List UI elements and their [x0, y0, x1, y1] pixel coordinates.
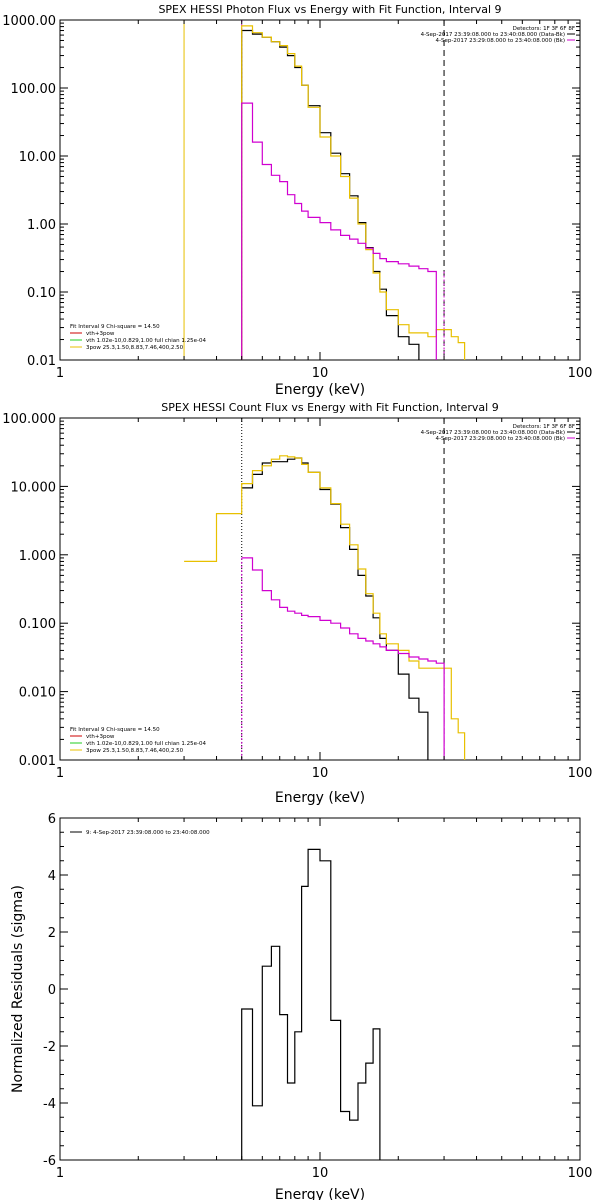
y-tick-label: 10.000 — [11, 480, 57, 495]
y-tick-label: 6 — [48, 812, 56, 827]
y-tick-label: 1000.00 — [2, 14, 56, 29]
series-0-step-line — [241, 848, 381, 1160]
residuals-marks — [241, 848, 381, 1160]
residuals-legend-text: 9: 4-Sep-2017 23:39:08.000 to 23:40:08.0… — [86, 830, 210, 836]
series-1-step-line — [184, 455, 466, 760]
y-tick-label: 1.00 — [27, 218, 56, 233]
y-tick-label: 0.10 — [27, 286, 56, 301]
series-2-step-line — [241, 557, 445, 760]
series-1-step-line — [241, 25, 466, 360]
count-flux-ticks: 1 10 100 0.001 0.010 0.100 1.000 10.000 100.000 — [2, 412, 592, 781]
x-tick-label: 1 — [56, 766, 64, 781]
count-flux-legend-bl: Fit Interval 9 Chi-square = 14.50 vth+3p… — [70, 727, 206, 754]
y-tick-label: -2 — [43, 1040, 56, 1055]
y-tick-label: -6 — [43, 1154, 56, 1169]
x-tick-label: 100 — [568, 766, 593, 781]
count-flux-panel: SPEX HESSI Count Flux vs Energy with Fit… — [2, 401, 592, 806]
count-flux-frame — [59, 417, 581, 761]
y-tick-label: 0.010 — [19, 686, 56, 701]
legend-detectors-2: Detectors: 1F 3F 6F 8F — [513, 424, 575, 430]
x-tick-label: 100 — [568, 1166, 593, 1181]
y-tick-label: 0.001 — [19, 754, 56, 769]
residuals-xlabel: Energy (keV) — [275, 1187, 365, 1200]
photon-flux-marks — [183, 20, 466, 360]
legend-fit-model: vth+3pow — [86, 331, 115, 337]
x-tick-label: 10 — [312, 1166, 329, 1181]
y-tick-label: 0.01 — [27, 354, 56, 369]
count-flux-legend-tr: Detectors: 1F 3F 6F 8F 4-Sep-2017 23:39:… — [421, 424, 575, 442]
x-tick-label: 1 — [56, 1166, 64, 1181]
legend-detectors: Detectors: 1F 3F 6F 8F — [513, 26, 575, 32]
photon-flux-panel: SPEX HESSI Photon Flux vs Energy with Fi… — [2, 3, 592, 398]
legend-3pow-params: 3pow 25.3,1.50,8.83,7.46,400,2.50 — [86, 345, 184, 351]
legend-fit-interval: Fit Interval 9 Chi-square = 14.50 — [70, 324, 160, 330]
legend-data-interval: 4-Sep-2017 23:39:08.000 to 23:40:08.000 … — [421, 32, 565, 38]
y-tick-label: 0.100 — [19, 617, 56, 632]
legend-vth-params: vth 1.02e-10,0.829,1.00 full chian 1.25e… — [86, 338, 206, 344]
residuals-legend: 9: 4-Sep-2017 23:39:08.000 to 23:40:08.0… — [70, 830, 210, 836]
y-tick-label: 0 — [48, 983, 56, 998]
y-tick-label: 100.00 — [11, 82, 57, 97]
x-tick-label: 10 — [312, 766, 329, 781]
y-tick-label: 4 — [48, 869, 56, 884]
series-0-step-line — [241, 29, 420, 360]
photon-flux-legend-tr: Detectors: 1F 3F 6F 8F 4-Sep-2017 23:39:… — [421, 26, 575, 44]
legend-vth-params-2: vth 1.02e-10,0.829,1.00 full chian 1.25e… — [86, 741, 206, 747]
x-tick-label: 1 — [56, 366, 64, 381]
series-2-step-line — [241, 102, 437, 360]
residuals-panel: 1 10 100 -6 -4 -2 0 2 4 6 Energy (keV) Normalized… — [10, 812, 592, 1200]
photon-flux-ticks: 1 10 100 0.01 0.10 1.00 10.00 100.00 1000.00 — [2, 14, 592, 381]
legend-3pow-params-2: 3pow 25.3,1.50,8.83,7.46,400,2.50 — [86, 748, 184, 754]
y-tick-label: -4 — [43, 1097, 56, 1112]
y-tick-label: 2 — [48, 926, 56, 941]
count-flux-title: SPEX HESSI Count Flux vs Energy with Fit… — [161, 401, 498, 414]
legend-bk-interval: 4-Sep-2017 23:29:08.000 to 23:40:08.000 … — [436, 38, 566, 44]
photon-flux-frame — [59, 19, 581, 361]
photon-flux-title: SPEX HESSI Photon Flux vs Energy with Fi… — [158, 3, 501, 16]
photon-flux-xlabel: Energy (keV) — [275, 382, 365, 398]
residuals-ylabel: Normalized Residuals (sigma) — [10, 885, 26, 1093]
legend-bk-interval-2: 4-Sep-2017 23:29:08.000 to 23:40:08.000 … — [436, 436, 566, 442]
residuals-frame — [59, 817, 581, 1161]
photon-flux-legend-bl: Fit Interval 9 Chi-square = 14.50 vth+3p… — [70, 324, 206, 351]
legend-fit-interval-2: Fit Interval 9 Chi-square = 14.50 — [70, 727, 160, 733]
x-tick-label: 10 — [312, 366, 329, 381]
count-flux-xlabel: Energy (keV) — [275, 790, 365, 806]
y-tick-label: 10.00 — [19, 150, 56, 165]
residuals-ticks: 1 10 100 -6 -4 -2 0 2 4 6 — [43, 812, 592, 1181]
y-tick-label: 1.000 — [19, 549, 56, 564]
legend-data-interval-2: 4-Sep-2017 23:39:08.000 to 23:40:08.000 … — [421, 430, 565, 436]
count-flux-marks — [184, 418, 466, 760]
y-tick-label: 100.000 — [2, 412, 56, 427]
x-tick-label: 100 — [568, 366, 593, 381]
legend-fit-model-2: vth+3pow — [86, 734, 115, 740]
